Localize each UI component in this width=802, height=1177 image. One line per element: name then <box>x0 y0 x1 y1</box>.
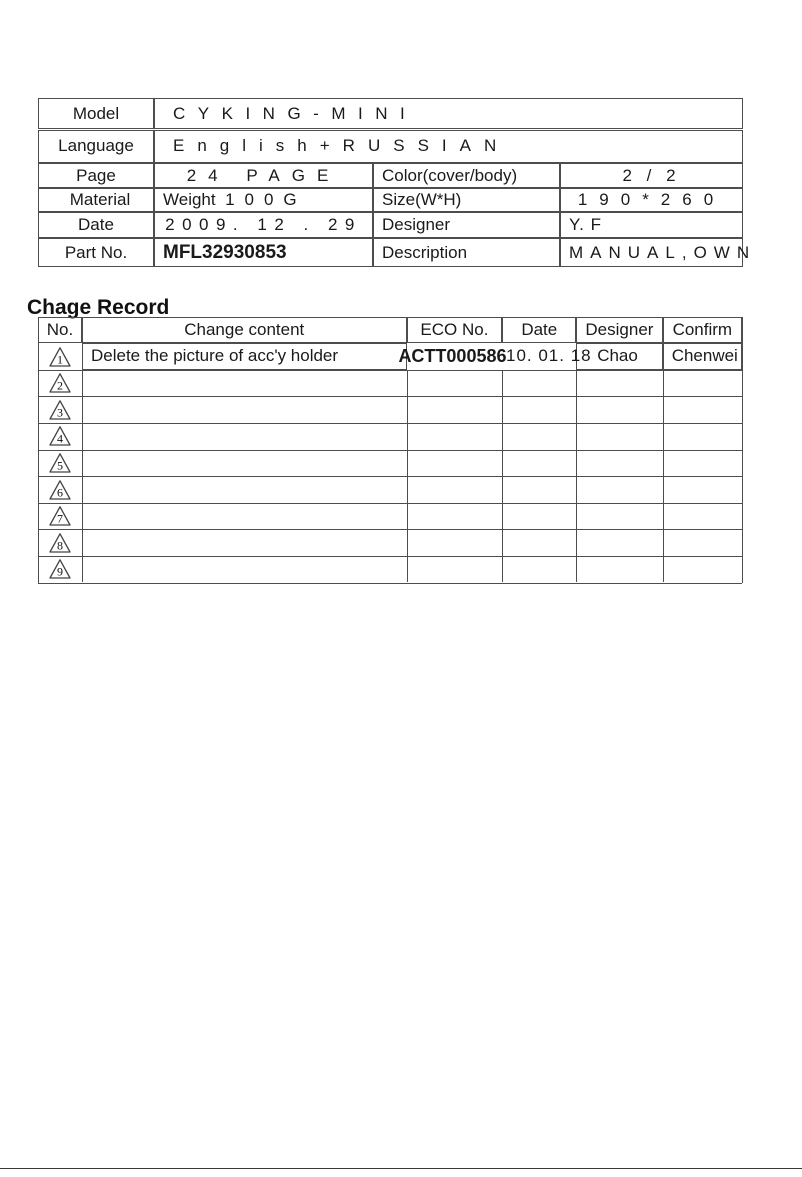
svg-text:7: 7 <box>57 512 63 526</box>
svg-text:2: 2 <box>57 379 63 393</box>
svg-text:8: 8 <box>57 538 63 552</box>
svg-text:6: 6 <box>57 485 63 499</box>
svg-text:3: 3 <box>57 405 63 419</box>
svg-text:5: 5 <box>57 459 63 473</box>
svg-text:1: 1 <box>57 352 63 366</box>
svg-text:9: 9 <box>57 565 63 579</box>
svg-text:4: 4 <box>57 432 63 446</box>
